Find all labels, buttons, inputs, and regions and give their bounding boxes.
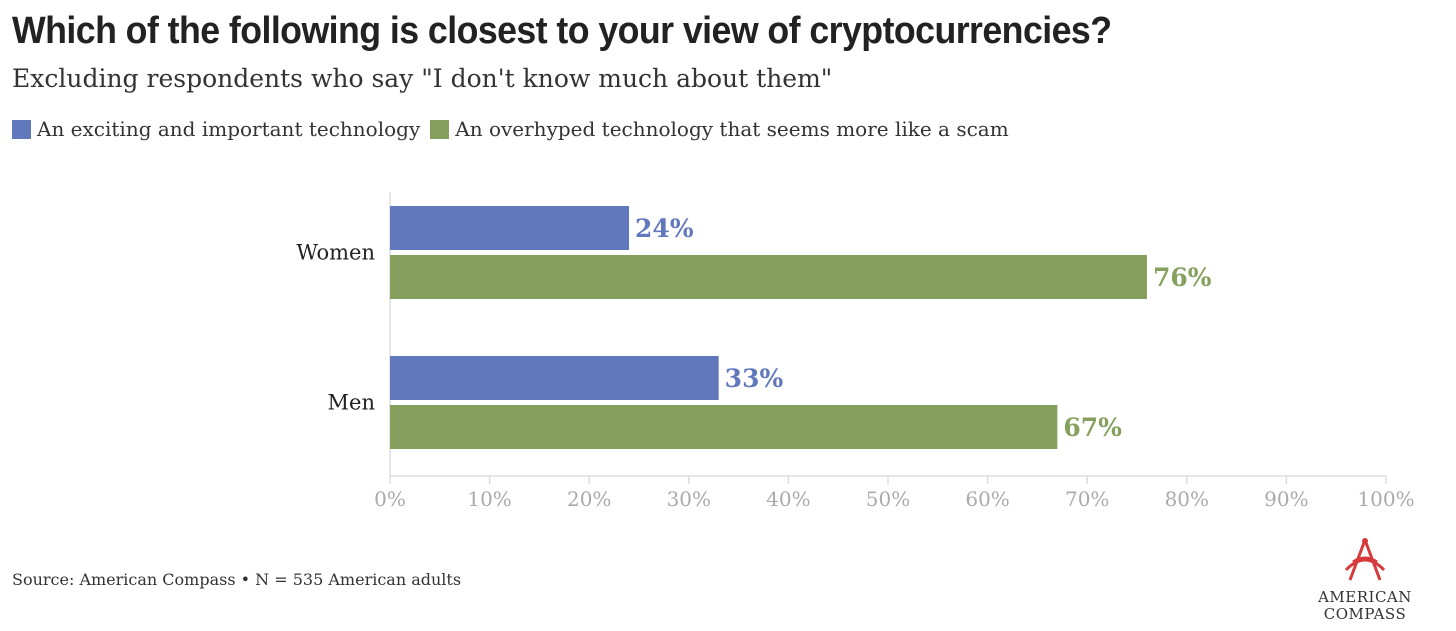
- category-label: Women: [296, 241, 375, 265]
- legend-item-overhyped: An overhyped technology that seems more …: [430, 117, 1009, 141]
- compass-logo-icon: [1344, 538, 1386, 581]
- bar: [390, 356, 719, 400]
- x-tick-label: 50%: [866, 487, 910, 511]
- legend-label-exciting: An exciting and important technology: [37, 117, 421, 141]
- x-tick-label: 60%: [965, 487, 1009, 511]
- x-tick-label: 20%: [567, 487, 611, 511]
- x-tick-label: 30%: [667, 487, 711, 511]
- bar: [390, 255, 1147, 299]
- category-label: Men: [328, 391, 375, 415]
- data-label: 67%: [1063, 413, 1122, 442]
- x-tick-label: 0%: [374, 487, 406, 511]
- source-note: Source: American Compass • N = 535 Ameri…: [12, 570, 462, 589]
- legend-swatch-overhyped: [430, 119, 450, 139]
- bar: [390, 206, 630, 250]
- chart-subtitle: Excluding respondents who say "I don't k…: [12, 64, 833, 93]
- data-label: 33%: [725, 364, 784, 393]
- x-tick-label: 90%: [1264, 487, 1308, 511]
- legend-swatch-exciting: [12, 119, 31, 139]
- data-label: 24%: [635, 214, 694, 243]
- bar: [390, 405, 1058, 449]
- x-tick-label: 100%: [1357, 487, 1414, 511]
- x-tick-label: 70%: [1065, 487, 1109, 511]
- x-tick-label: 10%: [467, 487, 511, 511]
- data-label: 76%: [1153, 263, 1212, 292]
- logo-text-compass: COMPASS: [1323, 605, 1407, 623]
- logo-text-american: AMERICAN: [1318, 588, 1412, 606]
- x-tick-label: 80%: [1165, 487, 1209, 511]
- legend-label-overhyped: An overhyped technology that seems more …: [455, 117, 1009, 141]
- legend: An exciting and important technology An …: [12, 117, 1019, 141]
- american-compass-logo: AMERICAN COMPASS: [1310, 536, 1428, 626]
- x-tick-label: 40%: [766, 487, 810, 511]
- chart-title: Which of the following is closest to you…: [12, 10, 1112, 52]
- legend-item-exciting: An exciting and important technology: [12, 117, 420, 141]
